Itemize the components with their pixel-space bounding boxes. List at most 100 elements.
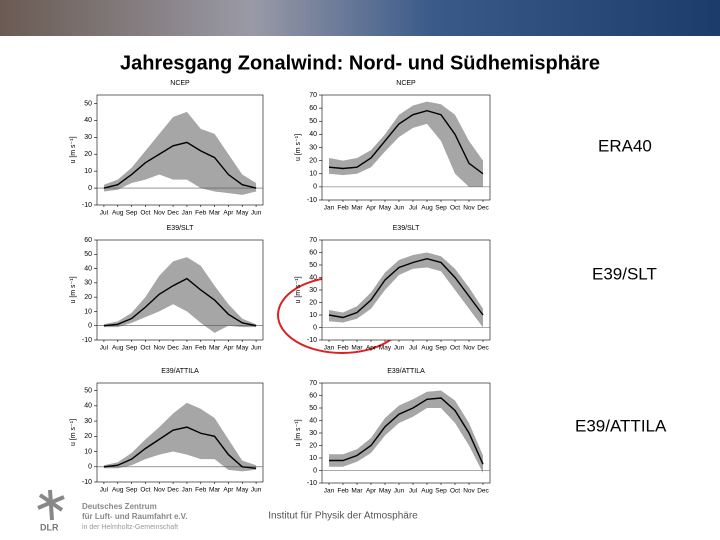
y-tick-label: 0 [88, 464, 92, 471]
y-tick-label: 70 [309, 380, 317, 387]
y-tick-label: 30 [309, 144, 317, 151]
x-tick-label: Feb [195, 487, 207, 494]
y-tick-label: 50 [309, 405, 317, 412]
x-tick-label: Feb [337, 488, 349, 495]
spread-band [329, 252, 483, 328]
y-axis-label: u [m s⁻¹] [70, 419, 77, 446]
x-tick-label: Apr [223, 345, 234, 352]
y-tick-label: 60 [84, 237, 92, 244]
x-tick-label: Aug [421, 205, 433, 212]
chart: E39/ATTILA u [m s⁻¹] -10 0 10 20 30 40 50 60 70 Jan… [295, 368, 491, 495]
x-tick-label: Mar [209, 487, 221, 494]
chart-subtitle: E39/SLT [393, 225, 420, 232]
x-tick-label: Apr [223, 210, 234, 217]
x-tick-label: Feb [195, 210, 207, 217]
x-tick-label: Jun [394, 488, 405, 495]
x-tick-label: Jan [324, 488, 335, 495]
spread-band [329, 101, 483, 187]
mean-line [103, 426, 257, 469]
logo-text: für Luft- und Raumfahrt e.V. [82, 512, 187, 521]
x-tick-label: May [236, 210, 249, 217]
y-tick-label: 20 [84, 433, 92, 440]
y-tick-label: 50 [84, 387, 92, 394]
logo-text: in der Helmholtz-Gemeinschaft [82, 524, 178, 531]
y-tick-label: 10 [84, 308, 92, 315]
y-tick-label: 30 [84, 280, 92, 287]
x-tick-label: Oct [450, 488, 460, 495]
x-tick-label: Apr [366, 488, 377, 495]
x-tick-label: Jun [394, 345, 405, 352]
x-tick-label: May [236, 487, 249, 494]
x-tick-label: Nov [153, 210, 165, 217]
spread-band [329, 390, 483, 473]
x-tick-label: May [379, 205, 392, 212]
mean-line [103, 141, 257, 189]
y-tick-label: 40 [84, 117, 92, 124]
chart: E39/SLT u [m s⁻¹] -10 0 10 20 30 40 50 60 70 Jan Feb… [295, 225, 491, 352]
x-tick-label: Jan [324, 205, 335, 212]
x-tick-label: Apr [366, 205, 377, 212]
x-tick-label: Sep [126, 345, 138, 352]
y-tick-label: 30 [84, 134, 92, 141]
x-tick-label: Jul [409, 488, 418, 495]
y-tick-label: 10 [309, 171, 317, 178]
mean-line [103, 277, 257, 327]
y-tick-label: 60 [309, 249, 317, 256]
x-tick-label: Sep [435, 488, 447, 495]
spread-band [103, 257, 257, 333]
x-tick-label: Nov [153, 345, 165, 352]
x-tick-label: Oct [140, 345, 150, 352]
x-tick-label: Sep [126, 210, 138, 217]
y-tick-label: 20 [309, 442, 317, 449]
x-tick-label: May [236, 345, 249, 352]
row-label: E39/ATTILA [575, 416, 667, 435]
x-tick-label: May [379, 488, 392, 495]
x-tick-label: Dec [477, 488, 489, 495]
y-tick-label: 0 [313, 467, 317, 474]
x-tick-label: May [379, 345, 392, 352]
x-tick-label: Aug [112, 345, 124, 352]
y-tick-label: 0 [313, 324, 317, 331]
y-axis-label: u [m s⁻¹] [295, 134, 302, 161]
x-tick-label: Mar [351, 488, 363, 495]
footer: Institut für Physik der Atmosphäre [268, 511, 418, 522]
y-tick-label: 40 [309, 417, 317, 424]
y-tick-label: 50 [309, 262, 317, 269]
x-tick-label: Mar [351, 345, 363, 352]
spread-band [103, 402, 257, 472]
x-tick-label: Nov [463, 488, 475, 495]
x-tick-label: Nov [463, 205, 475, 212]
header-banner [0, 0, 720, 36]
x-tick-label: Feb [195, 345, 207, 352]
y-tick-label: 0 [88, 323, 92, 330]
y-tick-label: -10 [307, 337, 317, 344]
y-tick-label: -10 [82, 479, 92, 486]
y-tick-label: 10 [309, 312, 317, 319]
mean-line [328, 258, 484, 319]
y-tick-label: 20 [84, 294, 92, 301]
x-tick-label: Dec [477, 345, 489, 352]
y-tick-label: 0 [313, 184, 317, 191]
y-tick-label: 20 [309, 157, 317, 164]
chart: E39/ATTILA u [m s⁻¹] -10 0 10 20 30 40 50 Jul Aug S… [70, 368, 264, 494]
x-tick-label: Aug [421, 488, 433, 495]
x-tick-label: Dec [167, 487, 179, 494]
y-tick-label: 20 [84, 151, 92, 158]
y-tick-label: 70 [309, 237, 317, 244]
chart: NCEP u [m s⁻¹] -10 0 10 20 30 40 50 Jul Aug Sep Oct N… [70, 80, 264, 217]
y-tick-label: 40 [84, 403, 92, 410]
x-tick-label: Dec [167, 345, 179, 352]
chart: NCEP u [m s⁻¹] -10 0 10 20 30 40 50 60 70 Jan Feb Mar… [295, 80, 491, 212]
x-tick-label: Jul [100, 487, 109, 494]
y-tick-label: 70 [309, 92, 317, 99]
x-tick-label: Sep [126, 487, 138, 494]
y-tick-label: 50 [84, 100, 92, 107]
y-tick-label: 60 [309, 392, 317, 399]
row-label: E39/SLT [592, 264, 657, 283]
y-tick-label: 40 [84, 265, 92, 272]
y-tick-label: 10 [309, 455, 317, 462]
y-tick-label: -10 [307, 480, 317, 487]
x-tick-label: Jan [182, 210, 193, 217]
